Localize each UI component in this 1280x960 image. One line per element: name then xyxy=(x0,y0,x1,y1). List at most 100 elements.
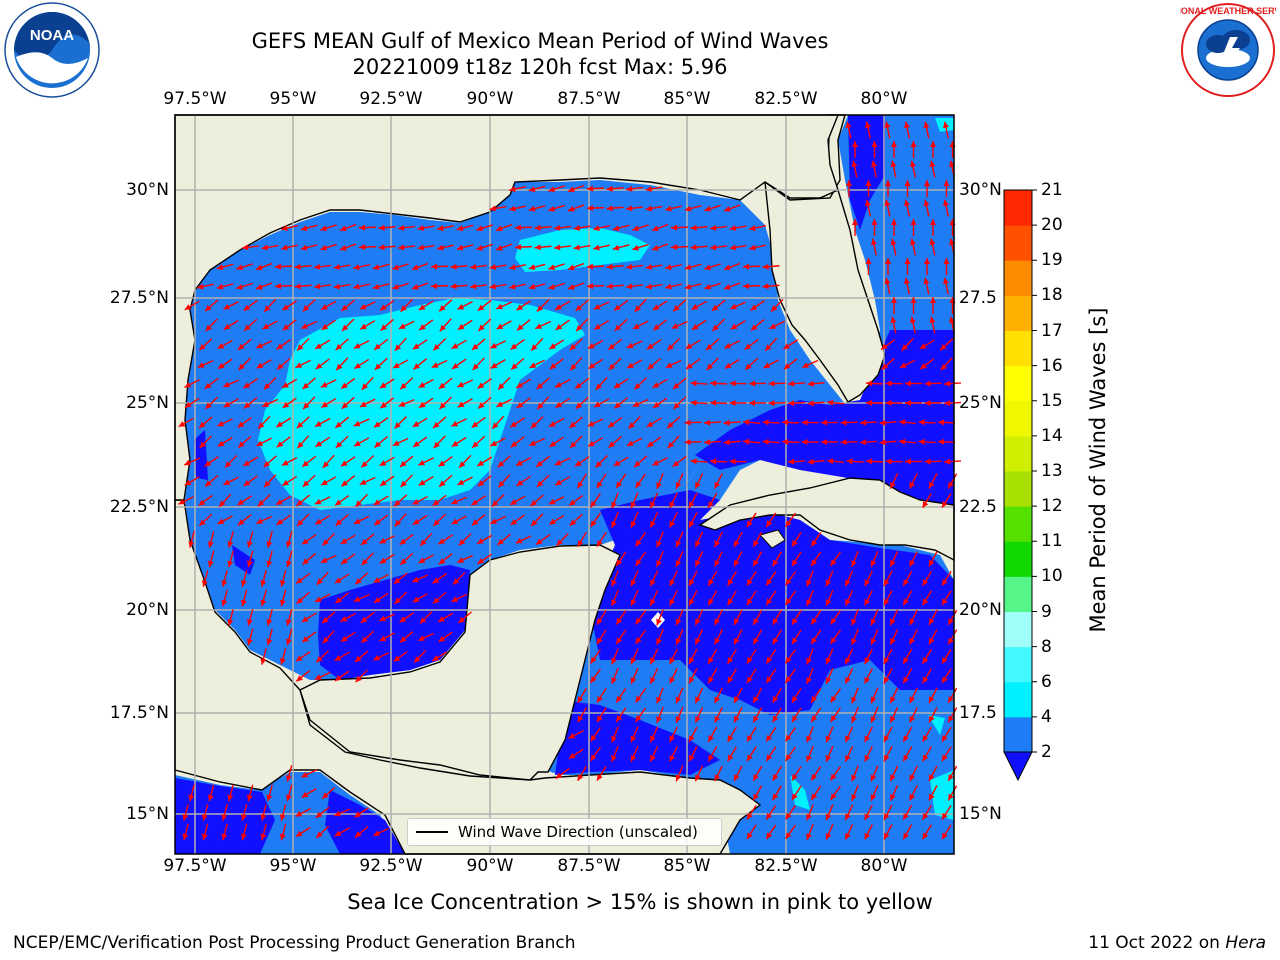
wind-arrow xyxy=(227,550,234,568)
wind-arrow xyxy=(380,318,394,332)
wind-arrow xyxy=(322,630,335,644)
wind-arrow xyxy=(262,398,278,408)
wind-arrow xyxy=(691,300,707,311)
wind-arrow xyxy=(851,160,858,178)
wind-arrow xyxy=(864,726,873,743)
wind-arrow xyxy=(553,224,572,231)
wind-arrow xyxy=(515,456,532,467)
wind-arrow xyxy=(285,550,293,568)
wind-arrow xyxy=(707,726,718,743)
wind-arrow xyxy=(723,419,741,426)
wind-arrow xyxy=(589,649,602,664)
wind-arrow xyxy=(943,277,949,295)
wind-arrow xyxy=(471,435,486,449)
wind-arrow xyxy=(807,380,825,387)
wind-arrow xyxy=(826,399,845,406)
wind-arrow xyxy=(744,357,759,371)
wind-arrow xyxy=(236,282,253,290)
wind-arrow xyxy=(354,826,369,838)
wind-arrow xyxy=(729,399,747,406)
wind-arrow xyxy=(727,590,737,606)
wind-arrow xyxy=(806,570,814,587)
wind-arrow xyxy=(495,223,513,232)
wind-arrow xyxy=(714,765,723,782)
wind-arrow xyxy=(276,514,291,526)
wind-arrow xyxy=(810,629,822,645)
wind-arrow xyxy=(879,419,897,426)
wind-arrow xyxy=(476,224,493,232)
wind-arrow xyxy=(217,358,233,370)
wind-arrow xyxy=(217,437,233,447)
wind-arrow xyxy=(630,589,639,607)
wind-arrow xyxy=(825,726,834,743)
wind-arrow xyxy=(207,531,215,548)
wind-arrow xyxy=(530,337,544,352)
wind-arrow xyxy=(625,283,644,290)
wind-arrow xyxy=(340,475,356,487)
wind-arrow xyxy=(201,823,209,841)
wind-arrow xyxy=(652,457,668,466)
wind-arrow xyxy=(353,358,370,370)
wind-arrow xyxy=(301,788,317,798)
wind-arrow xyxy=(829,785,842,801)
wind-arrow xyxy=(807,400,825,407)
wind-arrow xyxy=(651,243,669,251)
wind-arrow xyxy=(784,824,797,840)
wind-arrow xyxy=(909,609,918,626)
wind-arrow xyxy=(852,141,858,158)
wind-arrow xyxy=(573,224,591,231)
wind-arrow xyxy=(294,283,312,290)
wind-arrow xyxy=(928,785,938,801)
wind-arrow xyxy=(274,283,293,290)
wind-arrow xyxy=(870,609,879,626)
wind-arrow xyxy=(742,263,761,270)
wind-arrow xyxy=(302,299,316,312)
wind-arrow xyxy=(314,515,331,525)
wind-arrow xyxy=(666,416,681,429)
wind-arrow xyxy=(615,629,627,645)
wind-arrow xyxy=(630,745,639,763)
wind-arrow xyxy=(586,185,605,192)
wind-arrow xyxy=(378,613,396,622)
wind-arrow xyxy=(476,534,493,545)
wind-arrow xyxy=(188,531,195,548)
wind-arrow xyxy=(184,476,200,486)
wind-arrow xyxy=(266,550,273,568)
colorbar-tick-label: 8 xyxy=(1041,636,1052,657)
wind-arrow xyxy=(943,380,962,387)
wind-arrow xyxy=(516,397,531,409)
wind-arrow xyxy=(569,357,583,371)
wind-arrow xyxy=(510,338,525,351)
colorbar-tick-label: 10 xyxy=(1041,566,1063,587)
wind-arrow xyxy=(943,199,949,217)
wind-arrow xyxy=(633,455,648,468)
wind-arrow xyxy=(707,590,718,606)
wind-arrow xyxy=(891,219,897,236)
wind-arrow xyxy=(864,590,873,606)
wind-arrow xyxy=(769,320,785,330)
wind-arrow xyxy=(656,531,664,548)
wind-arrow xyxy=(451,418,467,427)
wind-arrow xyxy=(704,204,721,212)
wind-arrow xyxy=(729,458,747,465)
wind-arrow xyxy=(613,378,629,389)
wind-arrow xyxy=(457,476,473,486)
wind-arrow xyxy=(910,297,917,314)
wind-arrow xyxy=(929,316,936,334)
wind-arrow xyxy=(515,378,532,389)
wind-arrow xyxy=(216,283,234,290)
wind-arrow xyxy=(275,417,292,428)
wind-arrow xyxy=(889,785,899,801)
wind-arrow xyxy=(669,668,678,684)
wind-arrow xyxy=(359,320,376,330)
wind-arrow xyxy=(890,238,897,256)
wind-arrow xyxy=(688,570,698,587)
wind-arrow xyxy=(548,263,565,271)
wind-arrow xyxy=(373,338,389,351)
wind-arrow xyxy=(784,571,797,586)
wind-arrow xyxy=(826,458,845,465)
cyan-patch-se xyxy=(930,770,954,820)
footer-host: Hera xyxy=(1225,933,1266,953)
wind-arrow xyxy=(255,340,273,349)
wind-arrow xyxy=(300,320,318,330)
